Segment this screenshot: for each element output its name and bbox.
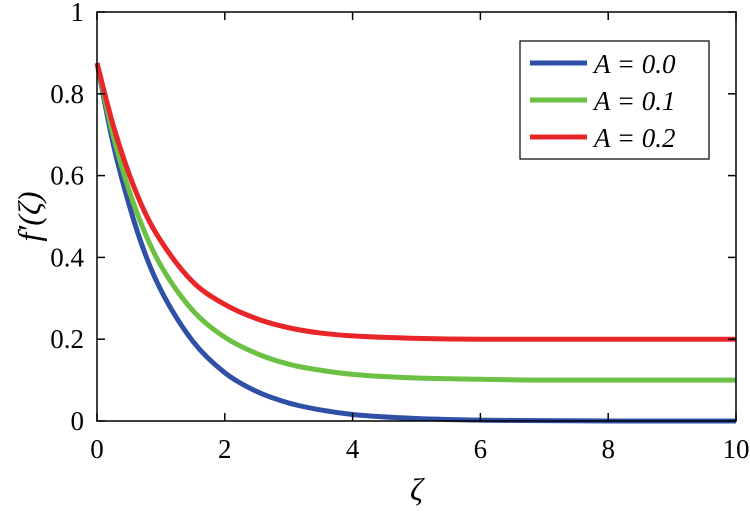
y-tick-label: 0.6	[50, 161, 84, 191]
x-tick-label: 2	[218, 434, 232, 464]
axes: 0 2 4 6 8 10 0 0.2 0.4 0.6 0.8 1	[50, 0, 749, 464]
series-line-3	[94, 62, 736, 342]
legend: A = 0.0 A = 0.1 A = 0.2	[519, 40, 710, 160]
x-tick-label: 4	[346, 434, 360, 464]
y-axis-title: f′(ζ)	[11, 191, 47, 241]
legend-label-2: A = 0.1	[592, 86, 675, 116]
y-tick-label: 0	[71, 406, 85, 436]
x-tick-label: 0	[90, 434, 104, 464]
legend-label-1: A = 0.0	[592, 49, 676, 79]
x-tick-label: 6	[474, 434, 488, 464]
legend-label-3: A = 0.2	[592, 123, 675, 153]
x-tick-label: 8	[601, 434, 615, 464]
series-line-2	[94, 62, 736, 383]
y-tick-label: 0.4	[50, 242, 84, 272]
y-tick-label: 0.2	[50, 324, 84, 354]
plot-frame	[96, 11, 737, 422]
x-axis-title: ζ	[410, 471, 425, 507]
y-tick-label: 0.8	[50, 79, 84, 109]
y-tick-label: 1	[71, 0, 85, 27]
x-tick-label: 10	[723, 434, 750, 464]
